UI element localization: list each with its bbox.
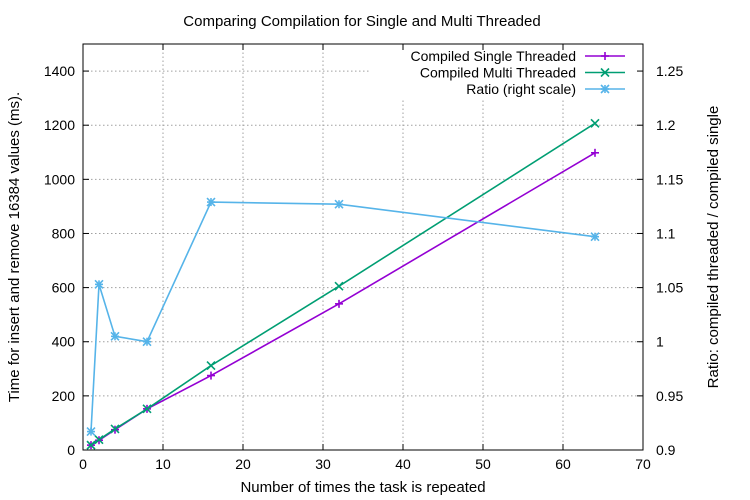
- legend-label: Ratio (right scale): [466, 81, 576, 97]
- data-point-stroke: [334, 199, 344, 209]
- series-line: [90, 201, 596, 432]
- chart-title: Comparing Compilation for Single and Mul…: [183, 13, 540, 30]
- data-point: [207, 371, 215, 380]
- legend-label: Compiled Single Threaded: [410, 48, 576, 64]
- y2-tick-label: 1.2: [656, 117, 676, 133]
- data-point: [86, 440, 96, 450]
- data-point-stroke: [590, 118, 600, 128]
- data-point-stroke: [86, 440, 96, 450]
- data-point: [94, 279, 104, 289]
- y2-tick-label: 1: [656, 334, 664, 350]
- data-point: [334, 281, 344, 291]
- data-point-stroke: [600, 67, 610, 78]
- legend-item-1: Compiled Single Threaded: [410, 48, 625, 64]
- legend-label: Compiled Multi Threaded: [420, 65, 576, 81]
- legend-marker: [601, 52, 609, 60]
- data-point-stroke: [206, 197, 216, 207]
- y2-tick-label: 1.25: [656, 63, 683, 79]
- y-tick-label: 600: [52, 280, 76, 296]
- legend-marker: [600, 67, 610, 78]
- series-line: [90, 122, 596, 446]
- x-axis-label: Number of times the task is repeated: [240, 479, 485, 496]
- series-1: [87, 148, 599, 450]
- series-2: [86, 118, 600, 450]
- data-point: [206, 197, 216, 207]
- data-point-stroke: [590, 232, 600, 242]
- data-point: [335, 299, 343, 308]
- y2-tick-label: 0.9: [656, 442, 676, 458]
- data-point-stroke: [86, 427, 96, 437]
- x-tick-label: 60: [555, 456, 571, 472]
- data-point: [86, 427, 96, 437]
- x-tick-label: 10: [155, 456, 171, 472]
- data-point: [142, 337, 152, 347]
- data-point: [590, 118, 600, 128]
- x-tick-label: 70: [635, 456, 651, 472]
- data-point-stroke: [94, 435, 104, 445]
- y2-axis-label: Ratio: compiled threaded / compiled sing…: [705, 106, 722, 389]
- data-point: [110, 424, 120, 434]
- axis-ticks: 0 10 20 30 40 50 60 70 0 200 400 600 800 1000 1200 1400…: [44, 44, 683, 472]
- x-tick-label: 40: [395, 456, 411, 472]
- data-point: [590, 232, 600, 242]
- y2-tick-label: 1.15: [656, 171, 683, 187]
- legend-item-3: Ratio (right scale): [466, 81, 625, 97]
- data-point-stroke: [110, 424, 120, 434]
- data-point: [94, 435, 104, 445]
- grid: [83, 44, 643, 450]
- data-point: [142, 404, 152, 414]
- legend-marker: [600, 84, 610, 94]
- data-point-stroke: [142, 337, 152, 347]
- data-point: [110, 331, 120, 341]
- series-layer: [86, 118, 600, 450]
- y2-tick-label: 0.95: [656, 388, 683, 404]
- y-tick-label: 1200: [44, 117, 75, 133]
- data-point: [206, 360, 216, 371]
- y-tick-label: 1000: [44, 171, 75, 187]
- x-tick-label: 0: [79, 456, 87, 472]
- data-point-stroke: [334, 281, 344, 291]
- plot-frame: [82, 43, 644, 451]
- y-tick-label: 800: [52, 225, 76, 241]
- legend-item-2: Compiled Multi Threaded: [420, 65, 625, 81]
- y-tick-label: 0: [67, 442, 75, 458]
- data-point-stroke: [110, 331, 120, 341]
- data-point: [591, 148, 599, 157]
- data-point-stroke: [206, 360, 216, 371]
- y-tick-label: 400: [52, 334, 76, 350]
- data-point: [334, 199, 344, 209]
- x-tick-label: 50: [475, 456, 491, 472]
- y2-tick-label: 1.05: [656, 280, 683, 296]
- y2-tick-label: 1.1: [656, 225, 676, 241]
- data-point-stroke: [94, 279, 104, 289]
- x-tick-label: 20: [235, 456, 251, 472]
- data-point-stroke: [600, 84, 610, 94]
- x-tick-label: 30: [315, 456, 331, 472]
- y-axis-label: Time for insert and remove 16384 values …: [6, 92, 23, 402]
- y-tick-label: 200: [52, 388, 76, 404]
- series-3: [86, 197, 600, 437]
- data-point-stroke: [142, 404, 152, 414]
- y-tick-label: 1400: [44, 63, 75, 79]
